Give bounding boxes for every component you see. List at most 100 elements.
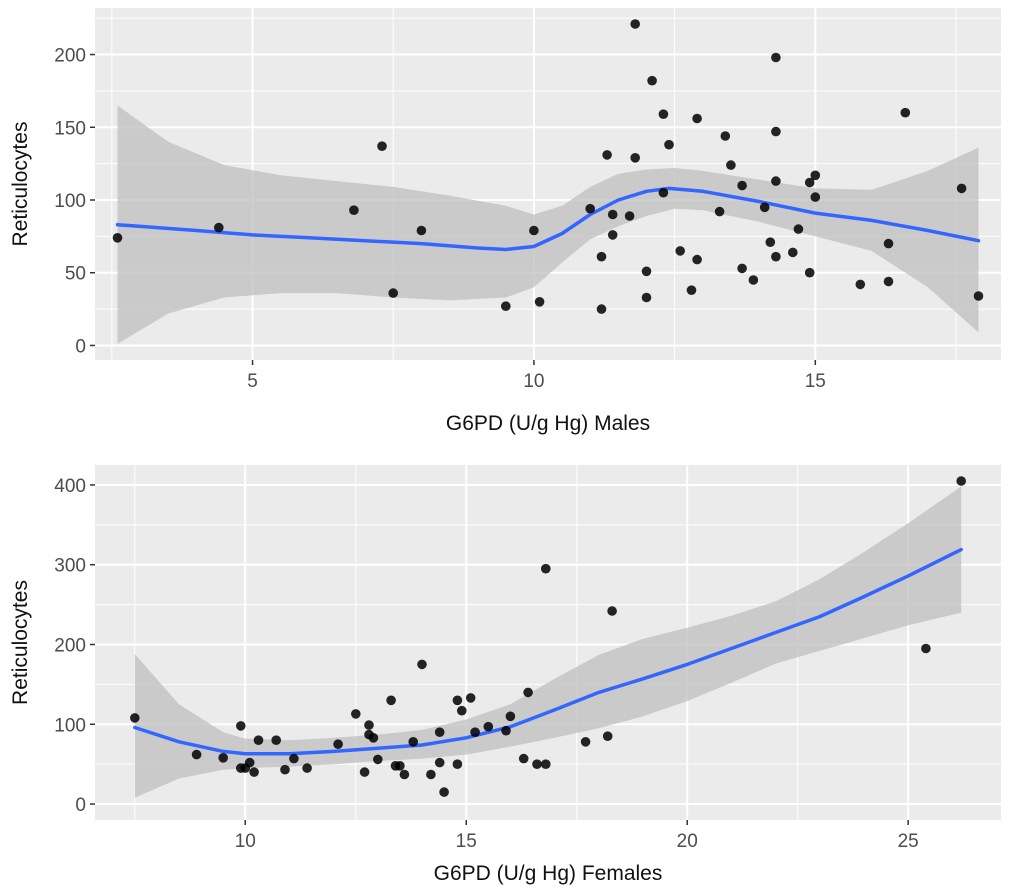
males-y-tick-label: 100 (54, 191, 86, 212)
males-data-point (602, 150, 612, 160)
females-data-point (253, 735, 264, 745)
females-data-point (434, 757, 445, 768)
males-data-point (529, 225, 539, 236)
females-data-point (457, 705, 467, 716)
males-data-point (956, 183, 967, 194)
males-data-point (416, 225, 427, 236)
males-data-point (692, 254, 702, 265)
females-data-point (386, 695, 396, 706)
females-data-point (518, 753, 529, 764)
females-data-point (333, 739, 343, 749)
females-x-axis-title: G6PD (U/g Hg) Females (434, 862, 663, 885)
males-data-point (112, 233, 123, 243)
males-data-point (349, 205, 359, 215)
males-data-point (771, 251, 781, 262)
males-data-point (759, 202, 770, 213)
males-data-point (804, 267, 815, 278)
females-x-tick-label: 10 (235, 831, 256, 852)
males-data-point (973, 291, 984, 301)
males-data-point (692, 113, 702, 124)
females-confidence-band (134, 486, 962, 798)
males-y-axis-title: Reticulocytes (9, 122, 32, 247)
males-data-point (883, 276, 894, 287)
males-x-tick-label: 15 (805, 371, 826, 392)
males-data-point (720, 131, 731, 141)
males-data-point (664, 139, 674, 150)
females-data-point (483, 721, 494, 732)
females-data-point (580, 737, 591, 747)
males-smooth-line (115, 186, 981, 252)
females-data-point (523, 687, 533, 698)
females-data-point (452, 759, 463, 769)
males-data-point (607, 230, 618, 240)
males-data-point (641, 266, 652, 277)
females-data-point (271, 735, 282, 745)
males-data-point (596, 304, 607, 314)
males-data-point (748, 275, 759, 285)
males-data-point (810, 170, 821, 181)
males-data-point (214, 222, 224, 233)
males-data-point (630, 153, 640, 163)
females-y-axis-title: Reticulocytes (9, 580, 32, 705)
females-data-point (607, 606, 617, 616)
males-x-tick-label: 5 (247, 371, 258, 392)
males-data-point (534, 297, 545, 307)
males-y-tick-label: 50 (65, 264, 86, 285)
females-data-point (373, 754, 383, 765)
females-axes: 10 15 20 25 0 100 200 300 400 (54, 476, 918, 852)
females-data-point (505, 711, 516, 722)
males-data-point (686, 285, 697, 296)
males-data-point (596, 251, 607, 262)
females-data-point (289, 753, 299, 764)
males-data-point (765, 237, 776, 247)
females-data-point (452, 695, 463, 706)
females-data-point (280, 764, 290, 775)
females-data-point (921, 643, 931, 654)
females-y-tick-label: 300 (54, 556, 86, 577)
females-chart: 10 15 20 25 0 100 200 300 400 G6PD (U/g Hg) Fema… (9, 465, 1001, 885)
females-y-tick-label: 400 (54, 476, 86, 497)
females-y-tick-label: 100 (54, 715, 86, 736)
males-data-point (675, 246, 685, 256)
males-data-point (771, 176, 781, 186)
males-data-point (788, 247, 798, 258)
females-data-point (218, 753, 228, 763)
females-data-point (351, 709, 361, 719)
males-y-tick-label: 0 (75, 336, 86, 357)
males-data-point (771, 52, 781, 63)
females-data-point (417, 659, 427, 670)
females-data-point (359, 767, 370, 777)
males-data-point (630, 19, 640, 29)
males-data-point (388, 288, 399, 298)
females-data-point (408, 737, 419, 747)
males-data-point (501, 301, 511, 312)
males-data-point (726, 160, 736, 170)
males-data-point (641, 292, 652, 303)
females-data-point (399, 769, 410, 780)
males-x-tick-label: 10 (523, 371, 544, 392)
females-data-point (244, 757, 255, 768)
females-data-point (130, 713, 140, 723)
males-data-point (771, 126, 781, 137)
females-data-point (956, 476, 966, 486)
females-data-point (302, 763, 312, 773)
males-data-point (585, 203, 595, 214)
females-data-point (426, 769, 436, 780)
males-data-point (714, 206, 725, 217)
females-smooth-line (133, 547, 963, 756)
females-data-point (439, 787, 449, 797)
males-data-point (883, 238, 894, 249)
males-data-point (804, 177, 815, 188)
females-data-point (249, 767, 259, 777)
males-data-point (647, 75, 657, 86)
males-x-axis-title: G6PD (U/g Hg) Males (446, 412, 650, 435)
males-data-point (810, 192, 821, 202)
females-data-point (602, 731, 613, 741)
females-points (130, 476, 966, 797)
females-data-point (191, 749, 202, 760)
males-data-point (658, 187, 669, 198)
